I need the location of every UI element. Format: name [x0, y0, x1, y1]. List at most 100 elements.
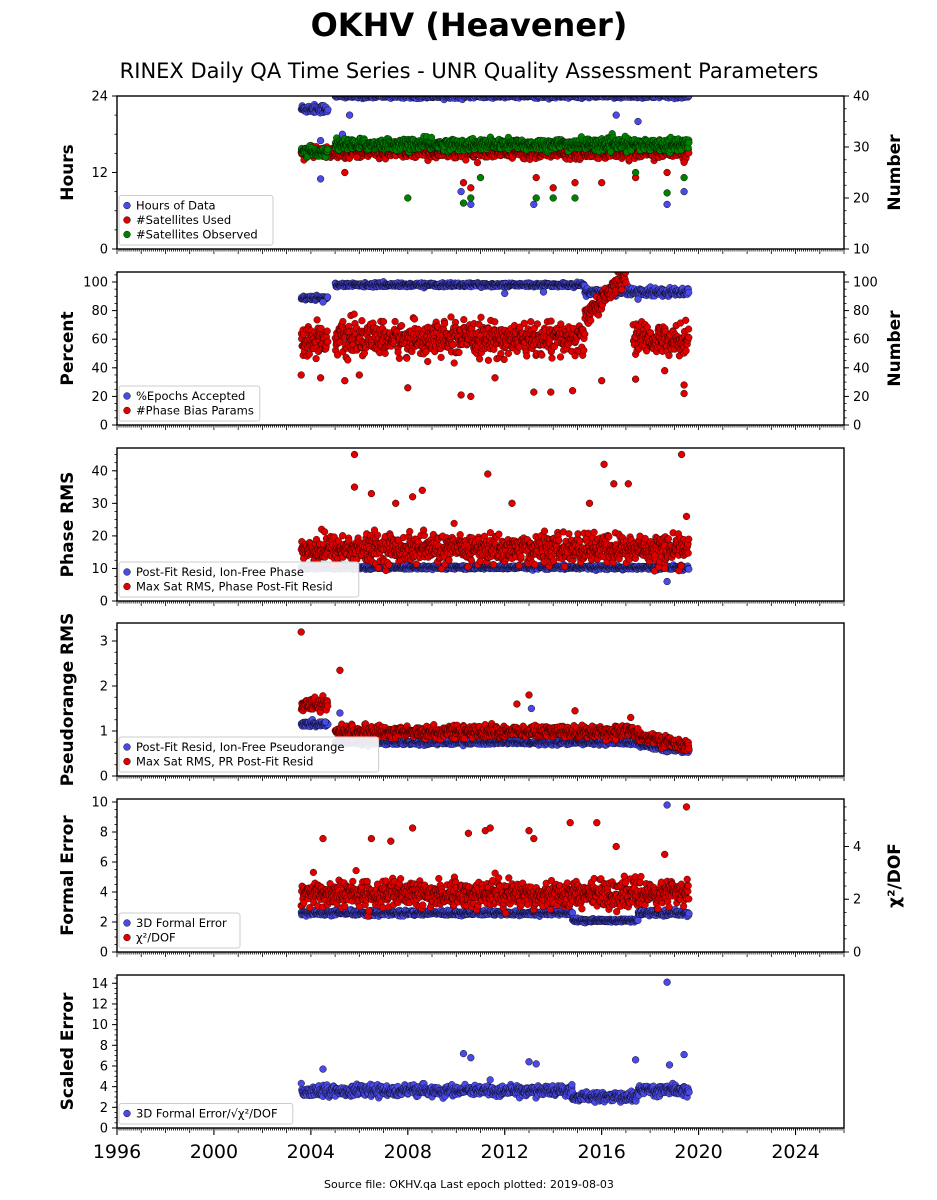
outlier-point: [663, 189, 671, 197]
data-point: [497, 96, 500, 97]
data-point: [381, 349, 389, 358]
data-point: [313, 316, 321, 324]
data-point: [618, 285, 626, 294]
outlier-point: [571, 194, 579, 202]
data-point: [323, 327, 331, 335]
x-ticks: [116, 249, 845, 254]
data-point: [324, 338, 332, 346]
outlier-point: [532, 173, 540, 182]
data-point: [317, 324, 325, 333]
outlier-point: [467, 184, 475, 192]
outlier-point: [459, 199, 468, 207]
series-blue-points: [297, 89, 693, 209]
data-point: [394, 348, 402, 357]
data-point: [395, 354, 404, 363]
outlier-point: [319, 298, 327, 306]
data-point: [607, 148, 615, 156]
panel-2-points: [297, 272, 693, 401]
data-point: [594, 311, 603, 319]
data-point: [556, 353, 565, 361]
data-point: [533, 320, 542, 328]
outlier-point: [501, 289, 509, 298]
chart-subtitle: RINEX Daily QA Time Series - UNR Quality…: [120, 59, 819, 83]
data-point: [379, 317, 388, 326]
outlier-point: [532, 194, 540, 202]
y-tick-label: 24: [91, 90, 108, 105]
data-point: [424, 357, 432, 366]
data-point: [462, 156, 470, 164]
series-blue-points: [297, 278, 693, 306]
data-point: [475, 355, 484, 363]
outlier-point: [316, 136, 325, 145]
data-point: [580, 346, 588, 354]
data-point: [391, 317, 399, 326]
data-point: [587, 316, 595, 325]
y-tick-label: 0: [100, 243, 108, 258]
data-point: [403, 354, 411, 362]
data-point: [504, 349, 513, 358]
legend-marker-blue: [123, 201, 131, 210]
outlier-point: [663, 200, 671, 209]
y-right-tick-label: 40: [853, 90, 870, 105]
data-point: [497, 349, 505, 358]
series-green-points: [297, 130, 693, 207]
outlier-point: [345, 111, 354, 119]
data-point: [484, 356, 493, 364]
data-point: [410, 315, 419, 323]
outlier-point: [549, 184, 557, 192]
outlier-point: [663, 168, 671, 177]
data-point: [447, 313, 455, 321]
outlier-point: [634, 117, 642, 126]
data-point: [324, 145, 332, 153]
y-right-tick-label: 30: [853, 141, 870, 156]
outlier-point: [459, 179, 468, 187]
data-point: [440, 320, 449, 328]
y-axis-label: Hours: [58, 144, 78, 201]
outlier-point: [680, 187, 688, 196]
data-point: [324, 105, 332, 114]
data-point: [622, 279, 630, 287]
outlier-point: [571, 179, 579, 187]
data-point: [358, 317, 366, 325]
outlier-point: [634, 295, 642, 303]
outlier-point: [353, 153, 361, 161]
data-point: [491, 318, 499, 326]
data-point: [685, 138, 693, 147]
outlier-point: [341, 168, 349, 177]
outlier-point: [680, 173, 688, 182]
outlier-point: [404, 194, 412, 202]
data-point: [581, 330, 589, 338]
data-point: [406, 89, 413, 96]
data-point: [449, 341, 457, 349]
data-point: [339, 317, 347, 326]
y-right-tick-label: 20: [853, 192, 870, 207]
outlier-point: [316, 175, 325, 183]
data-point: [312, 354, 320, 363]
data-point: [527, 318, 535, 326]
data-point: [437, 353, 445, 362]
outlier-point: [539, 288, 548, 296]
outlier-point: [457, 187, 465, 196]
outlier-point: [530, 200, 538, 209]
legend-entry: #Satellites Observed: [136, 228, 258, 242]
outlier-point: [476, 173, 485, 182]
outlier-point: [598, 179, 606, 187]
data-point: [547, 317, 555, 325]
legend-entry: Hours of Data: [136, 199, 216, 213]
y-tick-label: 12: [91, 166, 108, 181]
panel-2: 020406080100020406080100NumberPercent%Ep…: [58, 271, 905, 434]
outlier-point: [680, 158, 688, 166]
legend-marker-red: [123, 216, 131, 224]
data-point: [682, 347, 690, 355]
data-point: [548, 354, 556, 362]
data-point: [665, 351, 673, 360]
legend-entry: #Satellites Used: [136, 213, 231, 227]
data-point: [344, 356, 352, 364]
data-point: [450, 359, 458, 367]
data-point: [455, 348, 463, 357]
data-point: [523, 352, 531, 360]
legend: Hours of Data#Satellites Used#Satellites…: [118, 195, 274, 246]
